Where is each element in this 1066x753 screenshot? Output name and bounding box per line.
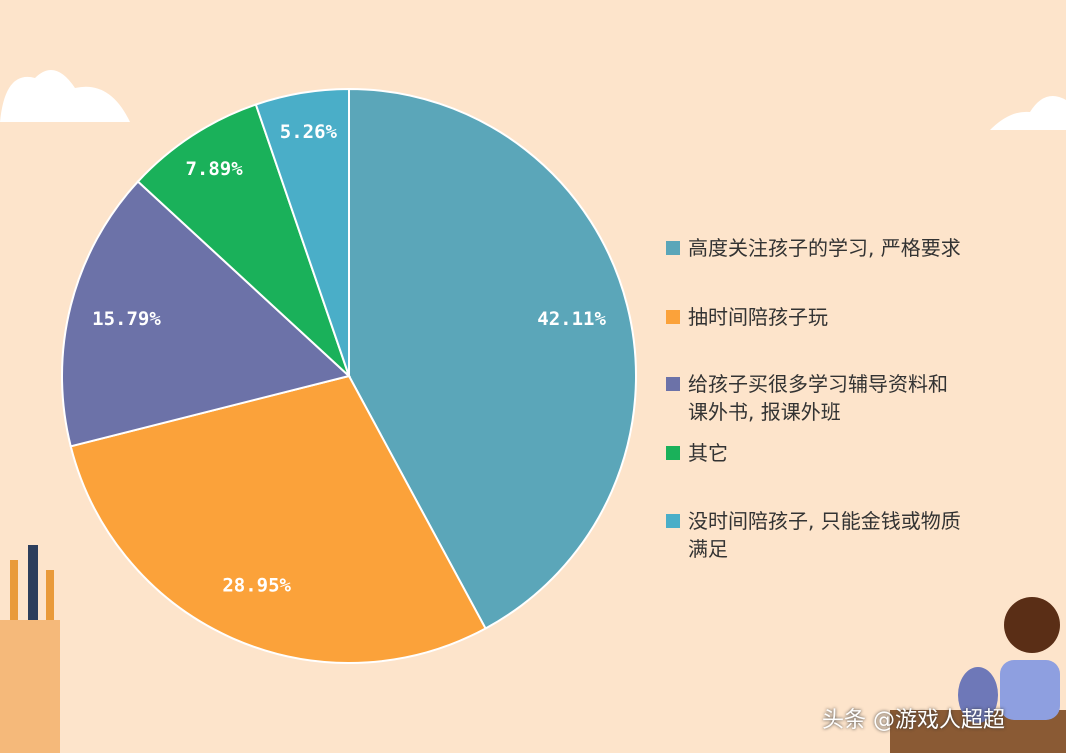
- legend-label: 给孩子买很多学习辅导资料和课外书, 报课外班: [688, 372, 948, 424]
- legend-item: 高度关注孩子的学习, 严格要求: [666, 234, 966, 262]
- legend-swatch: [666, 241, 680, 255]
- legend-label: 没时间陪孩子, 只能金钱或物质满足: [688, 509, 961, 561]
- data-label: 7.89%: [185, 158, 243, 180]
- data-label: 5.26%: [280, 121, 338, 143]
- pie-slice: [136, 103, 350, 377]
- watermark: 头条 @游戏人超超: [822, 708, 1005, 733]
- legend-item: 其它: [666, 439, 966, 467]
- legend-swatch: [666, 310, 680, 324]
- decoration: [0, 70, 1066, 753]
- pie-slice: [348, 87, 637, 630]
- legend-swatch: [666, 377, 680, 391]
- legend-label: 抽时间陪孩子玩: [688, 305, 828, 329]
- data-label: 15.79%: [92, 308, 161, 330]
- legend-label: 高度关注孩子的学习, 严格要求: [688, 236, 961, 260]
- pie-slice: [69, 374, 487, 664]
- legend-label: 其它: [688, 441, 728, 465]
- data-label: 28.95%: [222, 575, 291, 597]
- pie-slice: [254, 87, 350, 377]
- legend-item: 抽时间陪孩子玩: [666, 303, 966, 331]
- legend-item: 没时间陪孩子, 只能金钱或物质满足: [666, 507, 966, 563]
- data-label: 42.11%: [537, 308, 606, 330]
- pie-slice: [61, 180, 352, 448]
- legend-item: 给孩子买很多学习辅导资料和课外书, 报课外班: [666, 370, 966, 426]
- legend-swatch: [666, 514, 680, 528]
- legend-swatch: [666, 446, 680, 460]
